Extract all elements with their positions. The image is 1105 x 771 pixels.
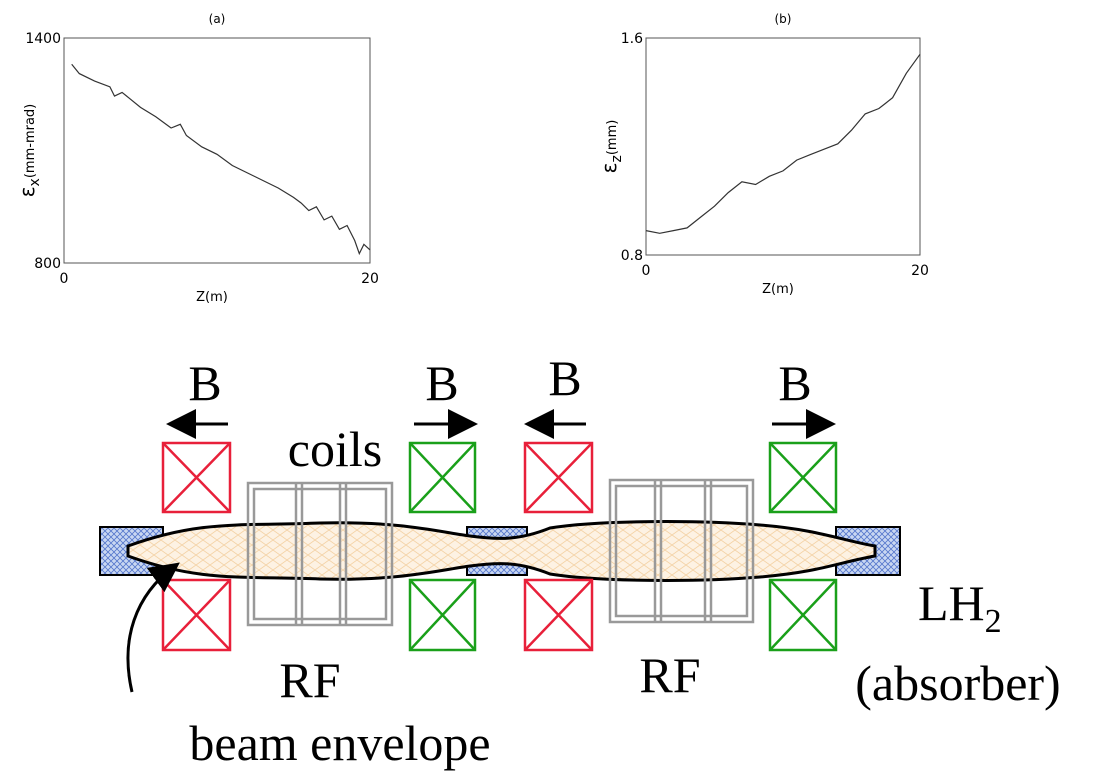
coils-label: coils: [288, 421, 382, 477]
y-axis-label: εx(mm-mrad): [15, 104, 43, 198]
y-tick-label: 0.8: [621, 248, 643, 264]
x-tick-label: 20: [361, 271, 379, 287]
chart-title: (a): [209, 12, 226, 26]
rf-label: RF: [279, 652, 340, 708]
y-tick-label: 1400: [25, 31, 61, 47]
y-axis-label: εz(mm): [597, 120, 625, 174]
rf-cavity: [608, 478, 755, 624]
data-line: [645, 53, 921, 234]
y-label-symbol: ε: [597, 163, 621, 174]
x-tick-label: 0: [642, 263, 651, 279]
data-line: [71, 63, 371, 256]
chart: (b) 0 20 0.8 1.6 Z(m) εz(mm): [597, 12, 929, 297]
y-label-unit: (mm): [605, 120, 620, 155]
y-label-unit: (mm-mrad): [23, 104, 38, 178]
y-label-symbol: ε: [15, 186, 39, 197]
lh2-label: LH2: [918, 575, 1002, 640]
chart: (a) 0 20 800 1400 Z(m) εx(mm-mrad): [15, 12, 379, 305]
beam-envelope: [126, 520, 877, 582]
field-label: B: [188, 355, 221, 411]
x-axis-label: Z(m): [762, 282, 794, 297]
y-label-subscript: x: [27, 178, 43, 186]
lh-subscript: 2: [985, 603, 1002, 640]
absorber-label: (absorber): [855, 655, 1060, 711]
y-tick-label: 1.6: [621, 31, 643, 47]
y-tick-label: 800: [34, 256, 61, 272]
lh-text: LH: [918, 575, 985, 631]
field-label: B: [425, 355, 458, 411]
rf-cavity: [246, 481, 394, 627]
plot-frame: [645, 37, 921, 256]
plot-frame: [63, 37, 371, 264]
pointer-arrow: [126, 562, 180, 693]
field-label: B: [778, 355, 811, 411]
y-label-subscript: z: [609, 155, 625, 162]
field-label: B: [548, 350, 581, 406]
coil: [161, 441, 838, 652]
beam-envelope-label: beam envelope: [189, 715, 490, 771]
x-tick-label: 20: [911, 263, 929, 279]
x-tick-label: 0: [60, 271, 69, 287]
cooling-channel-diagram: B B B B coils RF RF LH2 (absorber) beam …: [99, 350, 1061, 771]
rf-label: RF: [639, 647, 700, 703]
chart-title: (b): [775, 12, 792, 26]
x-axis-label: Z(m): [196, 290, 228, 305]
